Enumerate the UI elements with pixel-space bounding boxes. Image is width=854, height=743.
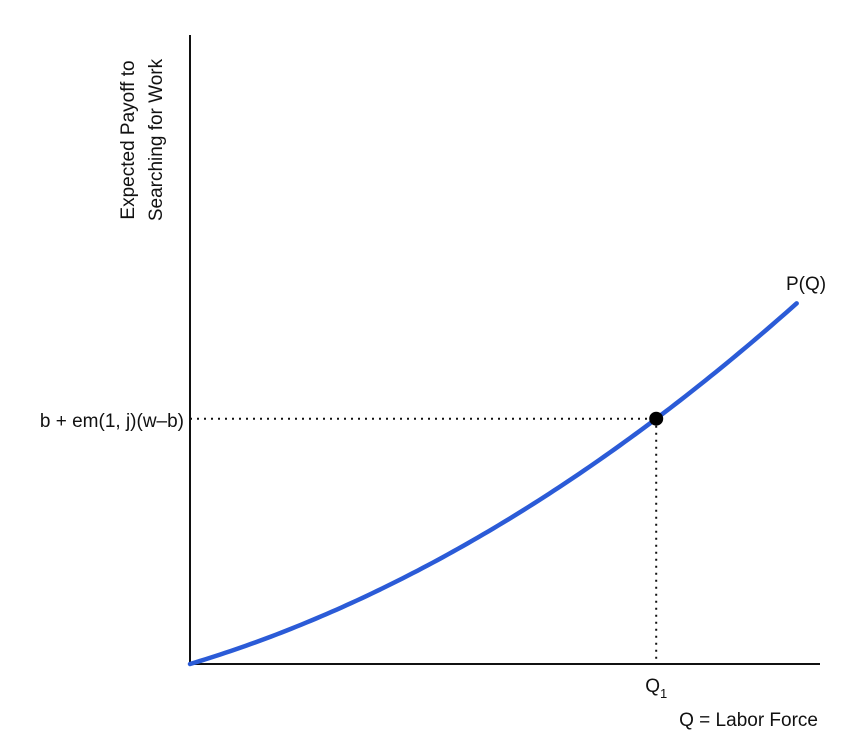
equilibrium-point bbox=[649, 411, 664, 426]
p-of-q-curve bbox=[187, 301, 799, 667]
y-axis-label-line-1: Expected Payoff to bbox=[118, 60, 139, 219]
x-axis-label: Q = Labor Force bbox=[679, 710, 818, 731]
y-axis-label: Expected Payoff to Searching for Work bbox=[118, 58, 167, 221]
x-tick-label: Q1 bbox=[645, 676, 667, 701]
x-tick-subscript: 1 bbox=[660, 686, 667, 701]
curve-label: P(Q) bbox=[786, 274, 826, 295]
y-axis-label-line-2: Searching for Work bbox=[146, 58, 167, 221]
x-tick-main: Q bbox=[645, 676, 660, 697]
y-tick-label: b + em(1, j)(w–b) bbox=[40, 411, 184, 432]
